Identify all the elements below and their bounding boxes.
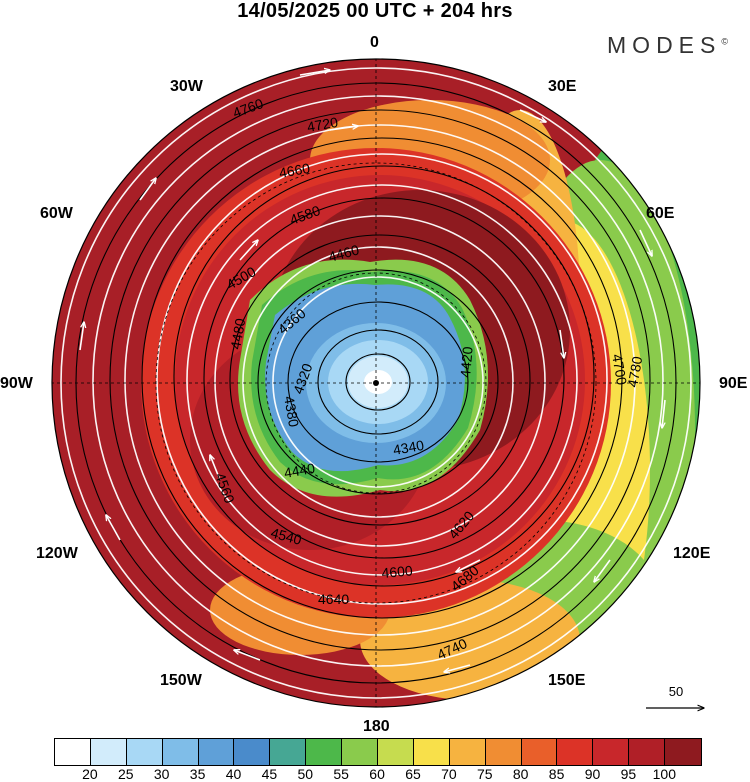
vector-reference-value: 50	[668, 684, 684, 699]
colorbar-tick-label: 20	[82, 766, 98, 782]
colorbar-swatch	[162, 739, 199, 765]
contour-label: 4600	[381, 562, 414, 581]
colorbar-swatch	[485, 739, 522, 765]
contour-label: 4780	[624, 355, 645, 389]
polar-map: 4760472046604580450044604360432043404380…	[51, 58, 701, 708]
contour-label: 4660	[278, 160, 312, 181]
longitude-label-w150: 150W	[160, 672, 202, 689]
longitude-label-e60: 60E	[646, 205, 675, 222]
contour-label: 4420	[457, 346, 476, 379]
map-title: 14/05/2025 00 UTC + 204 hrs	[237, 0, 513, 22]
colorbar-swatch	[90, 739, 127, 765]
longitude-label-e120: 120E	[673, 545, 711, 562]
colorbar-tick-label: 70	[441, 766, 457, 782]
contour-label: 4540	[269, 524, 303, 548]
colorbar	[54, 738, 703, 766]
colorbar-tick-label: 60	[369, 766, 385, 782]
colorbar-swatch	[557, 739, 594, 765]
colorbar-swatch	[378, 739, 414, 765]
colorbar-swatch	[306, 739, 343, 765]
colorbar-tick-label: 85	[548, 766, 565, 782]
contour-label: 4640	[318, 591, 349, 607]
longitude-label-w30: 30W	[170, 78, 203, 95]
contour-label: 4480	[227, 317, 248, 351]
colorbar-swatch	[521, 739, 558, 765]
colorbar-swatch	[629, 739, 666, 765]
colorbar-tick-label: 50	[297, 766, 314, 782]
colorbar-tick-label: 35	[189, 766, 206, 782]
colorbar-tick-label: 95	[620, 766, 637, 782]
longitude-label-n: 0	[370, 34, 379, 51]
longitude-label-e30: 30E	[548, 78, 577, 95]
colorbar-swatch	[342, 739, 379, 765]
contour-label: 4440	[283, 460, 317, 481]
contour-label: 4720	[306, 114, 340, 135]
longitude-label-e90: 90E	[719, 375, 748, 392]
brand-mark: ©	[721, 36, 728, 47]
longitude-label-w90: 90W	[0, 375, 33, 392]
colorbar-tick-label: 90	[584, 766, 601, 782]
colorbar-swatch	[198, 739, 235, 765]
colorbar-tick-label: 45	[261, 766, 278, 782]
contour-label: 4380	[281, 395, 302, 429]
longitude-label-w120: 120W	[36, 545, 78, 562]
brand-logo: MODES©	[607, 32, 728, 59]
colorbar-tick-label: 55	[333, 766, 349, 782]
colorbar-tick-label: 100	[652, 766, 676, 782]
brand-name: MODES	[607, 32, 722, 58]
colorbar-swatch	[270, 739, 307, 765]
colorbar-tick-label: 40	[225, 766, 242, 782]
longitude-label-s: 180	[363, 718, 390, 735]
wind-speed-field	[52, 59, 700, 707]
colorbar-swatch	[413, 739, 450, 765]
colorbar-swatch	[665, 739, 702, 765]
colorbar-ticks: 20 25 30 35 40 45 50 55 60 65 70 75 80 85 90 95 100	[54, 766, 701, 782]
contour-label: 4340	[392, 437, 426, 458]
colorbar-tick-label: 80	[512, 766, 529, 782]
colorbar-tick-label: 65	[405, 766, 421, 782]
colorbar-tick-label: 30	[153, 766, 170, 782]
colorbar-swatch	[234, 739, 271, 765]
colorbar-tick-label: 25	[118, 766, 134, 782]
colorbar-swatch	[126, 739, 163, 765]
colorbar-swatch	[449, 739, 486, 765]
vector-reference-arrow	[646, 702, 708, 714]
longitude-label-e150: 150E	[548, 672, 586, 689]
contour-label: 4700	[609, 353, 630, 387]
colorbar-tick-label: 75	[477, 766, 493, 782]
contour-label: 4460	[327, 241, 361, 265]
colorbar-swatch	[593, 739, 630, 765]
vector-reference: 50	[644, 684, 708, 719]
longitude-label-w60: 60W	[40, 205, 73, 222]
colorbar-swatch	[55, 739, 91, 765]
